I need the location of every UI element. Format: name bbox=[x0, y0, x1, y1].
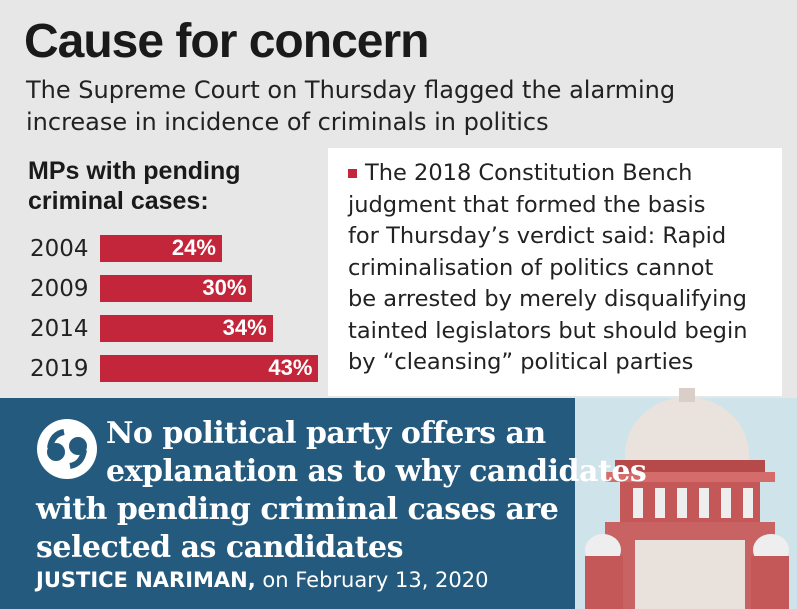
chart-title: MPs with pending criminal cases: bbox=[28, 157, 241, 215]
value-label: 24% bbox=[171, 235, 216, 260]
note-line: criminalisation of politics cannot bbox=[348, 254, 714, 281]
bar bbox=[100, 274, 253, 302]
bar bbox=[100, 234, 222, 262]
quote-icon bbox=[37, 419, 97, 479]
court-illustration bbox=[575, 388, 797, 609]
value-label: 30% bbox=[202, 275, 247, 300]
category-label: 2019 bbox=[30, 356, 89, 382]
value-label: 34% bbox=[222, 315, 267, 340]
bar bbox=[100, 354, 319, 382]
quote-line: with pending criminal cases are bbox=[36, 492, 559, 527]
quote-line: explanation as to why candidates bbox=[106, 454, 647, 489]
quote: No political party offers an explanation … bbox=[36, 415, 647, 567]
category-label: 2004 bbox=[30, 236, 89, 262]
note-line: for Thursday’s verdict said: Rapid bbox=[348, 223, 727, 249]
quote-line: No political party offers an bbox=[106, 416, 546, 451]
bullet bbox=[348, 169, 357, 178]
note-line: be arrested by merely disqualifying bbox=[348, 286, 747, 312]
attribution: JUSTICE NARIMAN, on February 13, 2020 bbox=[36, 568, 488, 592]
category-label: 2009 bbox=[30, 276, 89, 302]
note-line: The 2018 Constitution Bench bbox=[348, 158, 747, 190]
author: JUSTICE NARIMAN, bbox=[36, 568, 256, 592]
title: Cause for concern bbox=[24, 15, 429, 68]
value-label: 43% bbox=[268, 355, 313, 380]
note-line: judgment that formed the basis bbox=[348, 191, 706, 218]
bar bbox=[100, 314, 273, 342]
quote-line: selected as candidates bbox=[36, 530, 404, 565]
note-box bbox=[328, 148, 782, 396]
subtitle: The Supreme Court on Thursday flagged th… bbox=[26, 76, 676, 136]
note-line: by “cleansing” political parties bbox=[348, 349, 694, 375]
date: on February 13, 2020 bbox=[262, 568, 489, 592]
note-line: tainted legislators but should begin bbox=[348, 317, 748, 344]
category-label: 2014 bbox=[30, 316, 89, 342]
note: The 2018 Constitution Bench judgment that… bbox=[348, 158, 747, 379]
